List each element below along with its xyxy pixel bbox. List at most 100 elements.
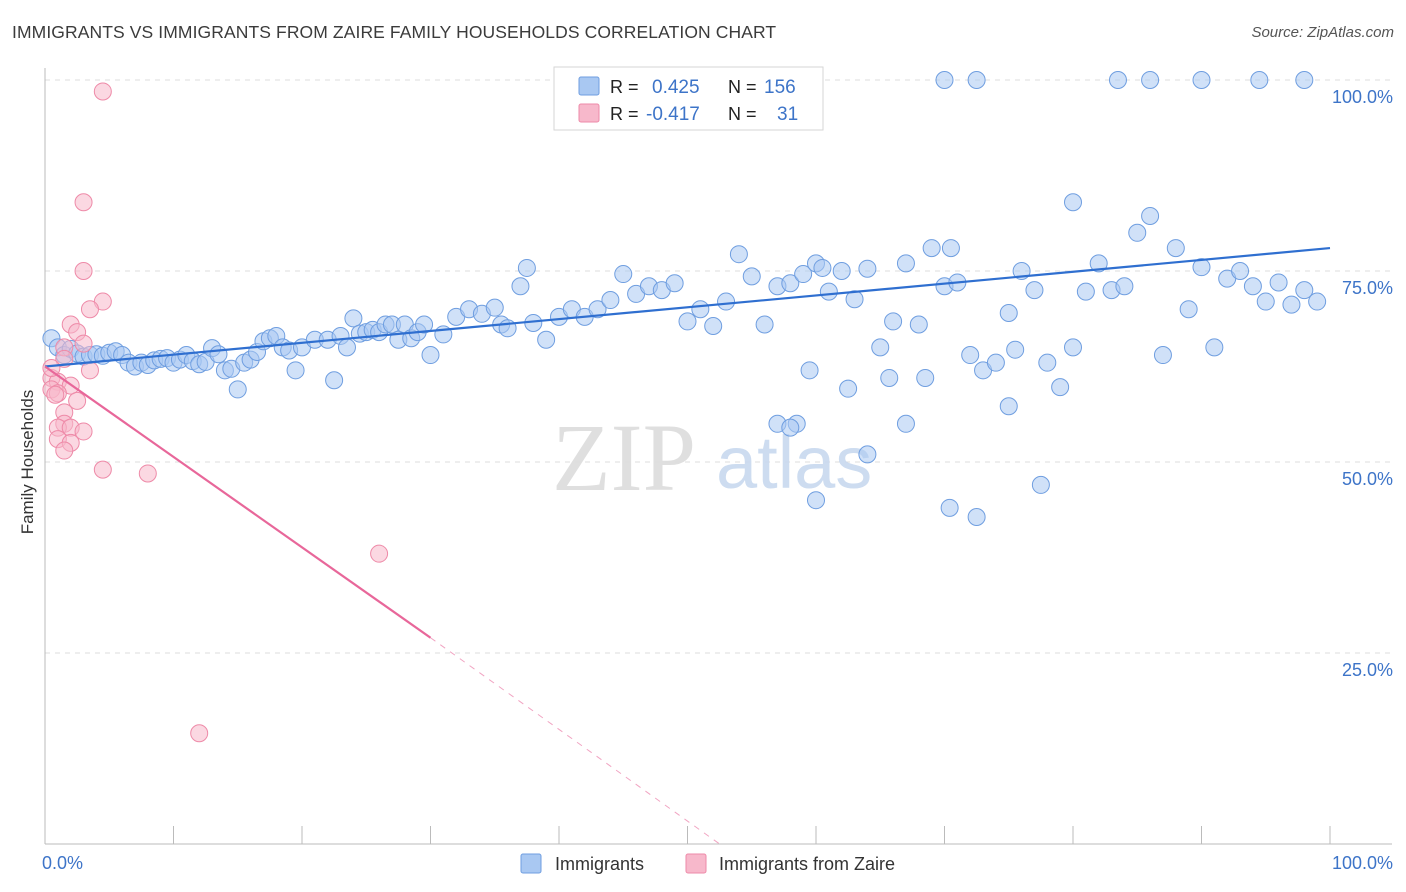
data-point: [941, 239, 960, 258]
data-point: [74, 334, 93, 353]
data-point: [74, 262, 93, 280]
data-point: [1166, 239, 1185, 258]
data-point: [614, 265, 633, 284]
legend-label-immigrants: Immigrants: [555, 854, 644, 874]
data-point: [517, 258, 536, 277]
data-point: [1192, 71, 1211, 89]
data-point: [1089, 254, 1108, 273]
trend-lines: [44, 246, 1331, 845]
data-point: [704, 317, 723, 336]
y-axis-label: Family Households: [18, 390, 37, 535]
data-point: [807, 491, 825, 510]
data-point: [55, 349, 74, 368]
data-point: [922, 239, 941, 258]
data-point: [68, 391, 87, 410]
data-point: [1128, 223, 1147, 242]
data-point: [1108, 71, 1127, 89]
data-point: [935, 71, 954, 89]
data-point: [80, 300, 99, 319]
data-point: [1295, 71, 1314, 89]
trend-line: [44, 246, 1331, 368]
data-point: [93, 460, 112, 479]
data-point: [588, 300, 607, 319]
tick-labels: 100.0% 75.0% 50.0% 25.0% 0.0% 100.0%: [42, 87, 1393, 873]
data-point: [1006, 340, 1025, 359]
data-point: [42, 359, 61, 378]
data-point: [961, 346, 980, 365]
y-tick-label: 100.0%: [1332, 87, 1393, 107]
data-point: [537, 330, 556, 349]
data-point: [871, 338, 890, 357]
data-point: [80, 361, 99, 380]
data-point: [74, 193, 93, 212]
data-point: [138, 464, 157, 483]
chart-title: IMMIGRANTS VS IMMIGRANTS FROM ZAIRE FAMI…: [12, 22, 777, 42]
data-point: [511, 277, 530, 296]
data-point: [755, 315, 774, 334]
data-point: [344, 309, 363, 328]
legend-n-value-blue: 156: [764, 77, 796, 98]
data-point: [858, 259, 877, 278]
x-tick-label: 100.0%: [1332, 853, 1393, 873]
data-point: [909, 315, 928, 334]
data-point: [1179, 300, 1198, 319]
data-point: [896, 254, 915, 273]
data-point: [1141, 71, 1160, 89]
data-point: [228, 380, 247, 399]
data-point: [1064, 193, 1082, 212]
data-point: [1205, 338, 1224, 357]
legend-swatch-pink: [578, 103, 600, 123]
data-point: [1243, 277, 1262, 296]
data-point: [832, 262, 851, 280]
series-legend: Immigrants Immigrants from Zaire: [520, 853, 895, 874]
data-point: [325, 371, 344, 390]
legend-label-zaire: Immigrants from Zaire: [719, 854, 895, 874]
series-immigrants-from-zaire: [42, 82, 389, 743]
watermark-zip: ZIP: [552, 404, 696, 511]
stats-legend-box: R = 0.425 N = 156 R = -0.417 N = 31: [553, 66, 824, 131]
data-point: [415, 315, 434, 334]
data-point: [1308, 292, 1327, 311]
data-point: [940, 498, 959, 517]
data-point: [421, 346, 440, 365]
data-point: [896, 414, 915, 433]
watermark: ZIP atlas: [552, 404, 872, 511]
data-point: [665, 274, 684, 293]
data-point: [884, 312, 903, 331]
data-point: [1153, 346, 1172, 365]
data-point: [858, 445, 877, 464]
data-point: [1192, 258, 1211, 277]
legend-swatch-blue: [578, 76, 600, 96]
axes: [44, 68, 1392, 845]
data-point: [742, 267, 761, 286]
data-point: [1250, 71, 1269, 89]
legend-r-label-blue: R =: [610, 77, 639, 97]
data-point: [678, 312, 697, 331]
data-point: [190, 724, 209, 743]
legend-r-value-pink: -0.417: [646, 104, 700, 125]
data-point: [209, 345, 228, 364]
legend-swatch-immigrants: [520, 853, 542, 874]
data-point: [1115, 277, 1134, 296]
data-point: [916, 368, 935, 387]
data-point: [999, 397, 1018, 416]
legend-r-label-pink: R =: [610, 104, 639, 124]
data-point: [691, 300, 710, 319]
data-point: [337, 338, 356, 357]
trend-line-extension: [430, 637, 720, 845]
y-tick-label: 50.0%: [1342, 469, 1393, 489]
data-point: [813, 258, 832, 277]
data-point: [55, 441, 74, 460]
data-point: [819, 282, 838, 301]
legend-r-value-blue: 0.425: [652, 77, 700, 98]
data-point: [286, 361, 305, 380]
trend-line: [44, 365, 432, 639]
series-immigrants: [42, 71, 1327, 527]
data-point: [794, 265, 813, 284]
data-point: [845, 290, 864, 309]
y-tick-label: 25.0%: [1342, 660, 1393, 680]
data-point: [1038, 353, 1057, 372]
data-point: [1269, 273, 1288, 292]
data-point: [1064, 338, 1082, 357]
data-point: [1256, 292, 1275, 311]
